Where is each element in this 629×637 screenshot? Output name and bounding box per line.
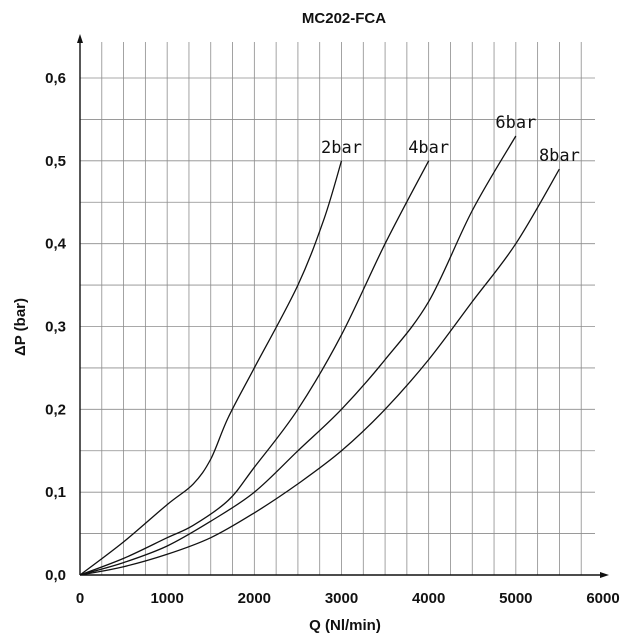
x-tick-label: 6000	[586, 590, 619, 607]
y-axis-arrow	[77, 34, 83, 43]
series-label-8bar: 8bar	[539, 146, 580, 166]
y-tick-label: 0,4	[45, 236, 67, 253]
series-line-2bar	[79, 160, 343, 576]
series-label-2bar: 2bar	[321, 138, 362, 158]
series-label-4bar: 4bar	[408, 138, 449, 158]
y-tick-label: 0,2	[45, 401, 66, 418]
axes	[77, 34, 609, 578]
y-tick-label: 0,3	[45, 319, 66, 336]
y-axis-label: ΔP (bar)	[12, 298, 29, 356]
x-axis-label: Q (Nl/min)	[309, 617, 381, 634]
x-tick-label: 0	[76, 590, 84, 607]
tick-labels: 0 1000 2000 3000 4000 5000 6000 0,0 0,1 0,2 0,3 0,4…	[45, 70, 620, 607]
x-axis-arrow	[600, 572, 609, 578]
y-tick-label: 0,1	[45, 484, 66, 501]
y-tick-label: 0,0	[45, 567, 66, 584]
series-line-4bar	[79, 160, 430, 576]
x-tick-label: 3000	[325, 590, 358, 607]
y-tick-label: 0,6	[45, 70, 66, 87]
series-curves	[79, 135, 560, 576]
series-label-6bar: 6bar	[495, 113, 536, 133]
chart-title: MC202-FCA	[302, 10, 386, 27]
y-tick-label: 0,5	[45, 153, 66, 170]
x-tick-label: 4000	[412, 590, 445, 607]
x-tick-label: 2000	[238, 590, 271, 607]
series-line-8bar	[79, 168, 560, 576]
grid	[80, 42, 595, 575]
x-tick-label: 1000	[150, 590, 183, 607]
series-line-6bar	[79, 135, 517, 576]
x-tick-label: 5000	[499, 590, 532, 607]
